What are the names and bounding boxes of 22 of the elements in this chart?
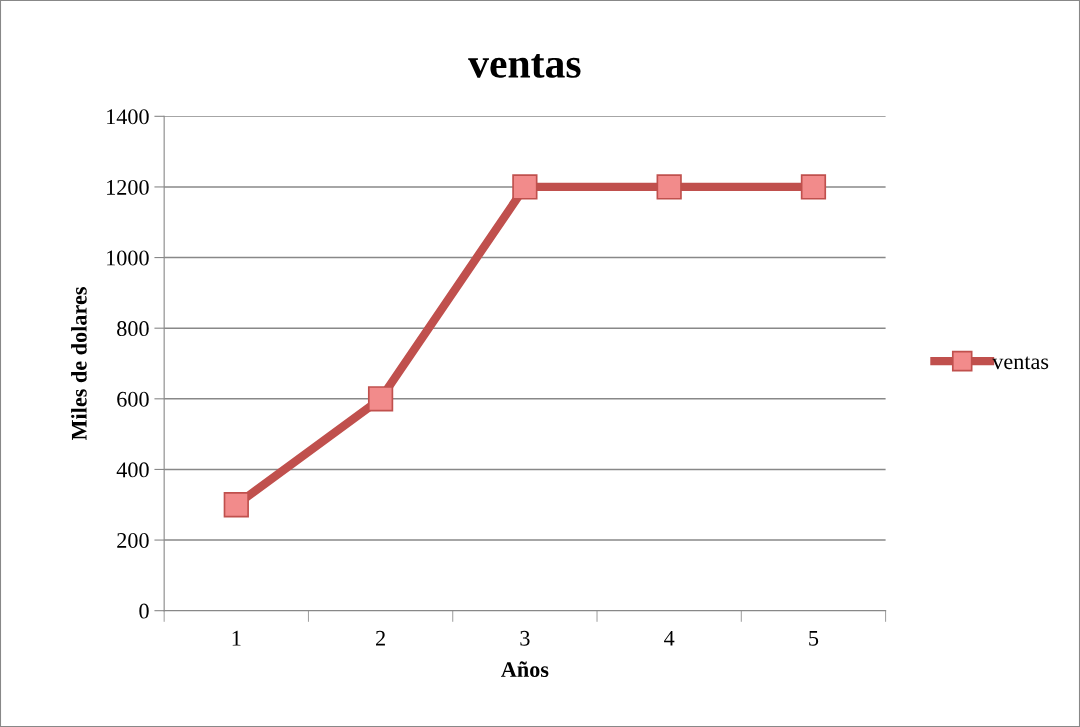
x-tick-label: 5	[809, 630, 819, 646]
x-axis-title: Años	[501, 661, 549, 678]
x-tick-label: 3	[520, 630, 530, 646]
point	[223, 492, 249, 518]
y-axis-title: Miles de dolares	[71, 287, 87, 441]
point	[512, 174, 538, 200]
y-tick-label: 1000	[107, 250, 149, 266]
x-tick-label: 4	[664, 630, 675, 646]
y-tick-label: 1400	[107, 109, 149, 125]
legend-label: ventas	[992, 356, 1049, 370]
y-tick-label: 400	[116, 462, 149, 478]
y-tick-label: 200	[117, 532, 149, 548]
x-tick-label: 1	[232, 630, 241, 646]
point	[656, 174, 682, 200]
x-tick-label: 2	[376, 630, 385, 646]
y-tick-label: 0	[139, 603, 149, 619]
y-tick-label: 600	[117, 391, 149, 407]
y-tick-label: 1200	[107, 179, 149, 195]
point	[367, 386, 394, 412]
y-tick-label: 800	[117, 321, 149, 337]
point	[800, 174, 827, 200]
chart-title: ventas	[468, 53, 581, 78]
